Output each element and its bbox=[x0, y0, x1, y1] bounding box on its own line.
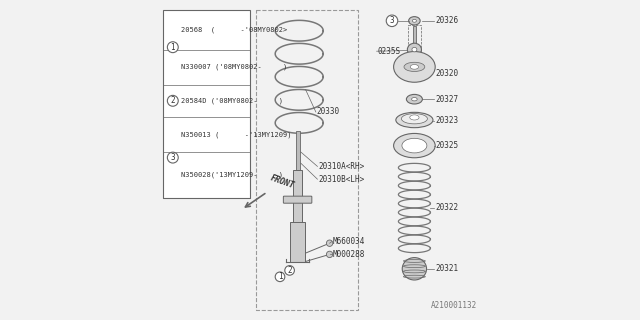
Bar bbox=[256, 10, 358, 310]
Bar bbox=[291, 222, 305, 262]
Text: 20310B<LH>: 20310B<LH> bbox=[319, 175, 365, 184]
Circle shape bbox=[275, 272, 285, 282]
Ellipse shape bbox=[396, 112, 433, 128]
Text: 1: 1 bbox=[278, 272, 282, 281]
Ellipse shape bbox=[409, 17, 420, 25]
Circle shape bbox=[168, 95, 178, 106]
Text: 20584D ('08MY0802-     ): 20584D ('08MY0802- ) bbox=[181, 98, 283, 104]
Text: 3: 3 bbox=[390, 16, 394, 25]
Text: 0235S: 0235S bbox=[378, 47, 401, 56]
Ellipse shape bbox=[394, 133, 435, 158]
Bar bbox=[296, 131, 300, 170]
Ellipse shape bbox=[410, 65, 419, 69]
Bar bbox=[413, 26, 416, 50]
Text: 20330: 20330 bbox=[317, 108, 340, 116]
Bar bbox=[292, 170, 302, 224]
Text: 20568  (      -'08MY0802>: 20568 ( -'08MY0802> bbox=[181, 26, 287, 33]
Bar bbox=[408, 25, 421, 51]
Ellipse shape bbox=[404, 62, 425, 71]
Ellipse shape bbox=[402, 138, 427, 153]
Ellipse shape bbox=[407, 43, 422, 56]
Text: 3: 3 bbox=[170, 153, 175, 162]
Ellipse shape bbox=[410, 115, 419, 120]
Ellipse shape bbox=[402, 258, 427, 280]
Text: 2: 2 bbox=[287, 266, 292, 275]
Circle shape bbox=[168, 152, 178, 163]
Ellipse shape bbox=[406, 94, 422, 104]
Text: A210001132: A210001132 bbox=[431, 301, 477, 310]
Ellipse shape bbox=[394, 52, 435, 82]
Ellipse shape bbox=[412, 19, 417, 22]
Text: N350028('13MY1209-     ): N350028('13MY1209- ) bbox=[181, 172, 283, 179]
Text: 20322: 20322 bbox=[435, 204, 458, 212]
Text: 20323: 20323 bbox=[435, 116, 458, 125]
Text: N330007 ('08MY0802-     ): N330007 ('08MY0802- ) bbox=[181, 64, 287, 70]
Ellipse shape bbox=[401, 114, 428, 124]
Ellipse shape bbox=[412, 47, 417, 52]
Text: 20326: 20326 bbox=[435, 16, 458, 25]
Bar bbox=[163, 10, 250, 198]
Circle shape bbox=[326, 251, 333, 258]
Text: M660034: M660034 bbox=[333, 237, 365, 246]
Text: 20321: 20321 bbox=[435, 264, 458, 273]
Text: M000288: M000288 bbox=[333, 250, 365, 259]
Text: 20310A<RH>: 20310A<RH> bbox=[319, 162, 365, 171]
Circle shape bbox=[168, 42, 178, 52]
Text: 20320: 20320 bbox=[435, 69, 458, 78]
FancyBboxPatch shape bbox=[284, 196, 312, 203]
Text: 1: 1 bbox=[170, 43, 175, 52]
Text: 2: 2 bbox=[170, 96, 175, 105]
Circle shape bbox=[387, 15, 398, 27]
Text: 20327: 20327 bbox=[435, 95, 458, 104]
Text: FRONT: FRONT bbox=[269, 173, 296, 190]
Ellipse shape bbox=[412, 98, 417, 101]
Text: N350013 (      -'13MY1209): N350013 ( -'13MY1209) bbox=[181, 131, 291, 138]
Circle shape bbox=[285, 266, 294, 275]
Text: 20325: 20325 bbox=[435, 141, 458, 150]
Circle shape bbox=[326, 240, 333, 246]
